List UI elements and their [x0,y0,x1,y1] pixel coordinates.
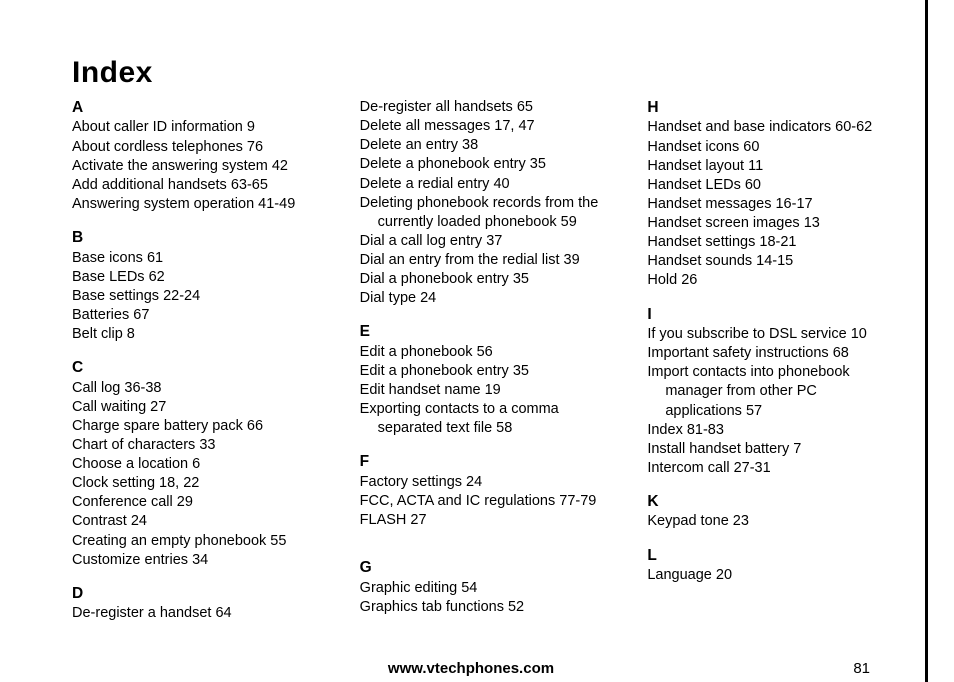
page-title: Index [72,56,895,90]
index-entry: Handset LEDs 60 [647,176,895,195]
section-letter: D [72,584,320,604]
index-entry: Keypad tone 23 [647,512,895,531]
index-entry: Handset screen images 13 [647,214,895,233]
index-entry: Deleting phonebook records from the curr… [360,194,608,232]
index-entry: Index 81-83 [647,421,895,440]
index-column: HHandset and base indicators 60-62Handse… [647,98,895,623]
index-entry: FLASH 27 [360,511,608,530]
index-entry: Install handset battery 7 [647,440,895,459]
index-entry: Dial a phonebook entry 35 [360,270,608,289]
index-entry: Important safety instructions 68 [647,344,895,363]
index-column: AAbout caller ID information 9About cord… [72,98,320,623]
section-letter: F [360,452,608,472]
index-entry: Call log 36-38 [72,379,320,398]
index-entry: Import contacts into phonebook manager f… [647,363,895,420]
index-entry: Edit handset name 19 [360,381,608,400]
index-entry: Language 20 [647,566,895,585]
index-entry: Call waiting 27 [72,398,320,417]
index-entry: Activate the answering system 42 [72,157,320,176]
section-letter: L [647,546,895,566]
section-letter: A [72,98,320,118]
index-entry: Handset layout 11 [647,157,895,176]
section-letter: G [360,558,608,578]
index-entry: De-register all handsets 65 [360,98,608,117]
index-entry: Handset messages 16-17 [647,195,895,214]
index-entry: Creating an empty phonebook 55 [72,532,320,551]
section-letter: C [72,358,320,378]
section-letter: B [72,228,320,248]
index-entry: Charge spare battery pack 66 [72,417,320,436]
index-entry: Add additional handsets 63-65 [72,176,320,195]
index-entry: Dial a call log entry 37 [360,232,608,251]
index-entry: Edit a phonebook 56 [360,343,608,362]
index-entry: Handset settings 18-21 [647,233,895,252]
index-entry: About cordless telephones 76 [72,138,320,157]
index-entry: Clock setting 18, 22 [72,474,320,493]
index-entry: Answering system operation 41-49 [72,195,320,214]
index-entry: Conference call 29 [72,493,320,512]
index-entry: Base icons 61 [72,249,320,268]
index-entry: Intercom call 27-31 [647,459,895,478]
index-entry: De-register a handset 64 [72,604,320,623]
index-entry: Handset and base indicators 60-62 [647,118,895,137]
index-columns: AAbout caller ID information 9About cord… [72,98,895,623]
index-entry: If you subscribe to DSL service 10 [647,325,895,344]
index-column: De-register all handsets 65Delete all me… [360,98,608,623]
section-letter: K [647,492,895,512]
index-entry: Base LEDs 62 [72,268,320,287]
spacer [360,530,608,544]
index-entry: Choose a location 6 [72,455,320,474]
index-entry: Hold 26 [647,271,895,290]
index-entry: Chart of characters 33 [72,436,320,455]
index-entry: Dial an entry from the redial list 39 [360,251,608,270]
section-letter: I [647,305,895,325]
index-entry: FCC, ACTA and IC regulations 77-79 [360,492,608,511]
index-entry: Delete all messages 17, 47 [360,117,608,136]
index-entry: Dial type 24 [360,289,608,308]
index-entry: Factory settings 24 [360,473,608,492]
index-entry: Handset icons 60 [647,138,895,157]
index-entry: Handset sounds 14-15 [647,252,895,271]
index-entry: Delete a phonebook entry 35 [360,155,608,174]
index-entry: Belt clip 8 [72,325,320,344]
footer-url: www.vtechphones.com [388,660,554,677]
index-entry: Contrast 24 [72,512,320,531]
index-entry: About caller ID information 9 [72,118,320,137]
index-entry: Delete a redial entry 40 [360,175,608,194]
section-letter: E [360,322,608,342]
index-entry: Batteries 67 [72,306,320,325]
section-letter: H [647,98,895,118]
index-entry: Graphics tab functions 52 [360,598,608,617]
index-entry: Base settings 22-24 [72,287,320,306]
index-page: Index AAbout caller ID information 9Abou… [0,0,928,682]
index-entry: Edit a phonebook entry 35 [360,362,608,381]
footer-page-number: 81 [853,660,870,677]
index-entry: Customize entries 34 [72,551,320,570]
index-entry: Exporting contacts to a comma separated … [360,400,608,438]
index-entry: Delete an entry 38 [360,136,608,155]
index-entry: Graphic editing 54 [360,579,608,598]
